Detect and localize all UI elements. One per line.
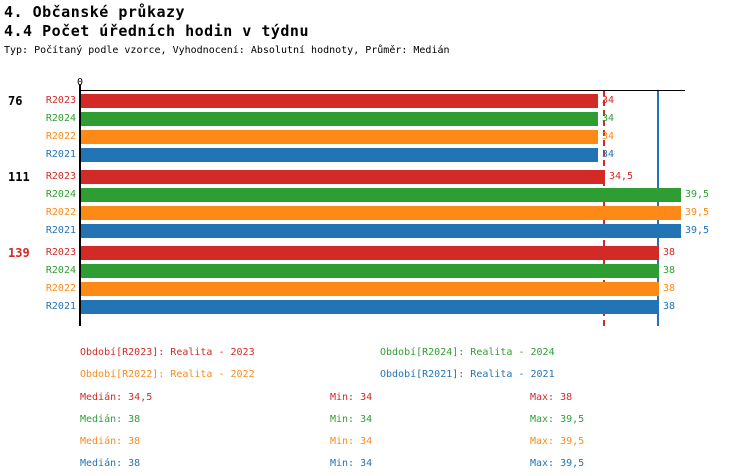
stat-min-row-4: Min: 34 [330, 458, 373, 469]
bar-value-label: 38 [663, 265, 676, 276]
legend-item-4: Období[R2021]: Realita - 2021 [380, 369, 555, 380]
report-meta: Typ: Počítaný podle vzorce, Vyhodnocení:… [4, 45, 450, 56]
bar-row-label-R2023: R2023 [45, 95, 76, 106]
x-axis-origin-tick-label: 0 [76, 77, 84, 88]
bar-R2021-group-139 [81, 300, 659, 314]
report-header: 4. Občanské průkazy 4.4 Počet úředních h… [4, 3, 450, 56]
stat-max-row-3: Max: 39,5 [530, 436, 585, 447]
stat-min-row-3: Min: 34 [330, 436, 373, 447]
stat-median-row-4: Medián: 38 [80, 458, 141, 469]
stat-min-row-1: Min: 34 [330, 392, 373, 403]
bar-row-label-R2024: R2024 [45, 113, 76, 124]
legend-item-1: Období[R2023]: Realita - 2023 [80, 347, 255, 358]
bar-R2024-group-111 [81, 188, 681, 202]
bar-R2023-group-139 [81, 246, 659, 260]
bar-R2021-group-111 [81, 224, 681, 238]
bar-value-label: 34 [602, 95, 615, 106]
legend-item-2: Období[R2024]: Realita - 2024 [380, 347, 555, 358]
bar-value-label: 39,5 [685, 189, 710, 200]
bar-value-label: 34,5 [609, 171, 634, 182]
bar-R2023-group-111 [81, 170, 605, 184]
bar-R2023-group-76 [81, 94, 598, 108]
stat-max-row-2: Max: 39,5 [530, 414, 585, 425]
bar-row-label-R2022: R2022 [45, 131, 76, 142]
bar-row-label-R2023: R2023 [45, 247, 76, 258]
y-axis-line [79, 84, 81, 326]
bar-value-label: 38 [663, 247, 676, 258]
group-label-111: 111 [8, 170, 30, 184]
bar-R2021-group-76 [81, 148, 598, 162]
report-title: 4. Občanské průkazy [4, 3, 186, 21]
group-label-76: 76 [8, 94, 23, 108]
bar-row-label-R2021: R2021 [45, 225, 76, 236]
bar-value-label: 34 [602, 149, 615, 160]
stat-median-row-1: Medián: 34,5 [80, 392, 153, 403]
bar-value-label: 34 [602, 113, 615, 124]
bar-row-label-R2022: R2022 [45, 207, 76, 218]
bar-R2022-group-139 [81, 282, 659, 296]
stat-min-row-2: Min: 34 [330, 414, 373, 425]
stat-max-row-4: Max: 39,5 [530, 458, 585, 469]
report-section-title: 4.4 Počet úředních hodin v týdnu [4, 22, 309, 40]
bar-value-label: 38 [663, 283, 676, 294]
stat-median-row-2: Medián: 38 [80, 414, 141, 425]
group-label-139: 139 [8, 246, 30, 260]
stat-median-row-3: Medián: 38 [80, 436, 141, 447]
bar-row-label-R2021: R2021 [45, 301, 76, 312]
bar-value-label: 39,5 [685, 225, 710, 236]
bar-row-label-R2022: R2022 [45, 283, 76, 294]
bar-row-label-R2021: R2021 [45, 149, 76, 160]
stat-max-row-1: Max: 38 [530, 392, 573, 403]
bar-value-label: 34 [602, 131, 615, 142]
bar-row-label-R2024: R2024 [45, 189, 76, 200]
bar-value-label: 38 [663, 301, 676, 312]
bar-R2022-group-111 [81, 206, 681, 220]
bar-R2022-group-76 [81, 130, 598, 144]
legend-item-3: Období[R2022]: Realita - 2022 [80, 369, 255, 380]
bar-R2024-group-76 [81, 112, 598, 126]
bar-R2024-group-139 [81, 264, 659, 278]
x-axis-line [80, 90, 685, 91]
bar-value-label: 39,5 [685, 207, 710, 218]
bar-row-label-R2024: R2024 [45, 265, 76, 276]
bar-row-label-R2023: R2023 [45, 171, 76, 182]
